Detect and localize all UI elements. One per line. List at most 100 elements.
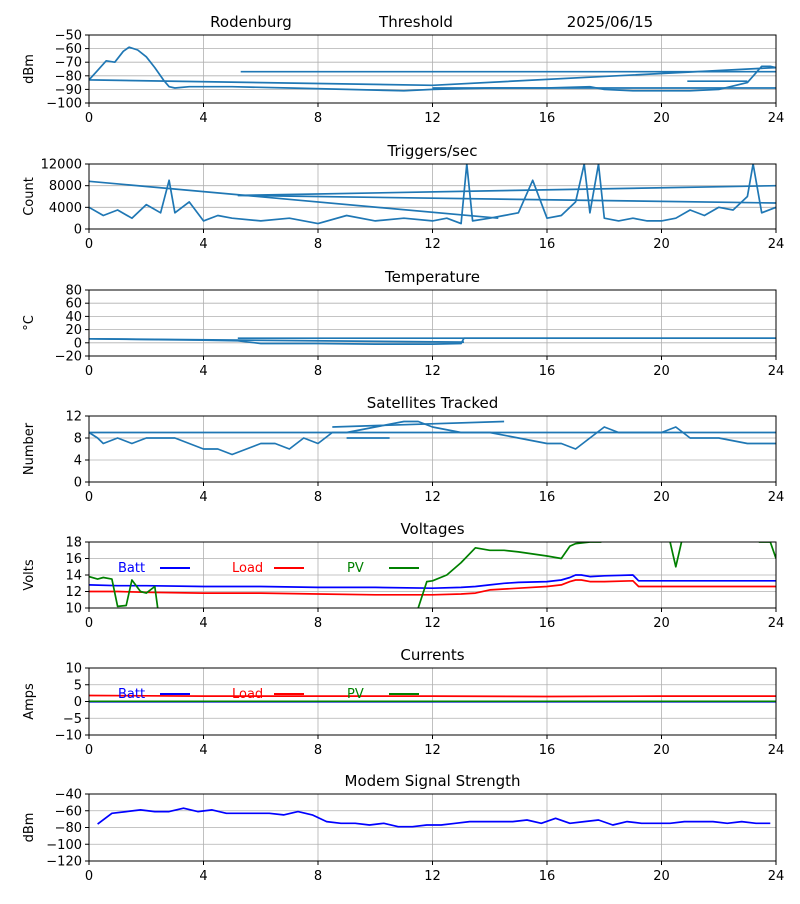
y-tick-label: 0 [74,476,82,491]
x-tick-label: 16 [539,237,556,252]
load-line [89,694,776,698]
x-tick-label: 24 [768,237,785,252]
y-tick-label: −90 [55,83,82,98]
y-tick-label: 20 [65,323,82,338]
y-axis-label: °C [22,315,37,331]
header-date-label: 2025/06/15 [567,13,653,31]
x-tick-label: 12 [424,616,441,631]
y-axis-label: Volts [22,559,37,591]
y-tick-label: −60 [55,42,82,57]
y-tick-label: 0 [74,223,82,238]
series-group [89,337,776,345]
x-tick-label: 16 [539,490,556,505]
legend-label-load: Load [232,561,263,576]
y-axis-label: dBm [22,813,37,843]
x-tick-label: 24 [768,616,785,631]
y-tick-label: 10 [65,602,82,617]
x-tick-label: 8 [314,490,322,505]
x-tick-label: 24 [768,869,785,884]
x-tick-label: 0 [85,237,93,252]
y-tick-label: 5 [74,678,82,693]
series-group [89,420,776,456]
x-tick-label: 8 [314,616,322,631]
x-tick-label: 12 [424,743,441,758]
x-tick-label: 4 [199,364,207,379]
y-tick-label: −10 [55,729,82,744]
x-tick-label: 8 [314,743,322,758]
y-tick-label: −40 [55,788,82,803]
x-tick-label: 0 [85,490,93,505]
x-tick-label: 16 [539,616,556,631]
legend-label-pv: PV [347,561,364,576]
x-tick-label: 24 [768,490,785,505]
series-line [89,337,465,343]
x-tick-label: 16 [539,111,556,126]
chart-currents: 0 4 8 12 16 20 24 −10 −5 0 510 Currents Amps Batt Load… [22,646,784,758]
y-tick-label: −80 [55,69,82,84]
legend-label-batt: Batt [118,687,145,702]
y-tick-label: −100 [46,97,82,112]
x-tick-label: 4 [199,237,207,252]
y-tick-label: −60 [55,804,82,819]
x-tick-label: 12 [424,111,441,126]
y-tick-label: −5 [63,712,82,727]
x-tick-label: 20 [653,111,670,126]
chart-triggers: 0 4 8 12 16 20 24 0 4000 8000 12000 Triggers/sec Cou… [22,142,784,252]
series-group [89,164,776,225]
x-tick-label: 12 [424,869,441,884]
pv-line [417,542,602,608]
y-tick-label: −80 [55,821,82,836]
x-tick-label: 12 [424,364,441,379]
x-tick-label: 16 [539,869,556,884]
x-tick-label: 12 [424,490,441,505]
pv-line [669,542,683,568]
x-tick-label: 4 [199,111,207,126]
chart-threshold: 0 4 8 12 16 20 24 −100−90−80−70−60−50 dBm [22,29,784,127]
x-tick-label: 20 [653,743,670,758]
x-tick-label: 24 [768,743,785,758]
y-tick-label: −100 [46,838,82,853]
x-tick-label: 4 [199,616,207,631]
y-tick-label: 8 [74,432,82,447]
series-group [89,46,776,92]
y-tick-label: 12000 [41,158,82,173]
x-tick-label: 4 [199,743,207,758]
series-group [89,542,776,608]
y-tick-label: 60 [65,297,82,312]
x-tick-label: 0 [85,743,93,758]
header-site-label: Rodenburg [210,13,292,31]
chart-title: Modem Signal Strength [345,772,521,790]
series-line [97,807,771,828]
y-tick-label: 0 [74,695,82,710]
chart-title: Voltages [400,520,464,538]
chart-modem: 0 4 8 12 16 20 24 −120 −100 −80 −60−40 Modem Signal… [22,772,784,884]
y-tick-label: −120 [46,855,82,870]
chart-header: Rodenburg Threshold 2025/06/15 [210,13,653,31]
x-tick-label: 20 [653,364,670,379]
x-tick-label: 24 [768,111,785,126]
y-tick-label: 4000 [49,201,82,216]
series-line [332,420,505,428]
chart-title: Triggers/sec [387,142,478,160]
legend-label-batt: Batt [118,561,145,576]
x-tick-label: 8 [314,111,322,126]
y-tick-label: 4 [74,454,82,469]
y-axis-label: Number [22,422,37,475]
x-tick-label: 20 [653,869,670,884]
chart-title: Temperature [384,268,480,286]
y-axis-label: dBm [22,54,37,84]
x-tick-label: 20 [653,237,670,252]
x-tick-label: 0 [85,111,93,126]
batt-line [89,574,776,590]
y-tick-label: −20 [55,350,82,365]
series-line [237,194,776,204]
x-tick-label: 24 [768,364,785,379]
y-tick-label: 80 [65,284,82,299]
x-tick-label: 4 [199,490,207,505]
y-axis-label: Count [22,177,37,216]
series-line [89,180,499,220]
x-tick-label: 12 [424,237,441,252]
